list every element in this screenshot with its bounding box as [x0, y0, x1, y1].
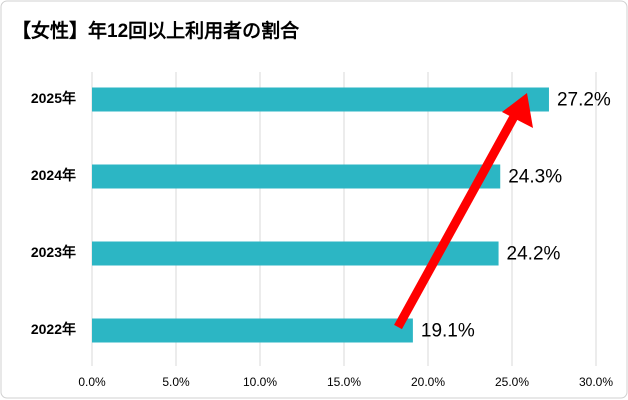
y-tick-label: 2024年: [31, 167, 76, 183]
value-label: 27.2%: [557, 90, 611, 111]
x-tick-label: 5.0%: [162, 375, 190, 389]
trend-arrow: [394, 93, 533, 330]
x-tick-label: 30.0%: [579, 375, 613, 389]
arrow-head: [502, 93, 533, 128]
value-label: 24.3%: [508, 167, 562, 188]
x-tick-label: 25.0%: [495, 375, 529, 389]
y-tick-label: 2023年: [31, 244, 76, 260]
chart-title: 【女性】年12回以上利用者の割合: [12, 19, 300, 42]
y-tick-label: 2022年: [31, 321, 76, 337]
y-tick-label: 2025年: [31, 90, 76, 106]
x-tick-label: 10.0%: [243, 375, 277, 389]
bar: [92, 164, 501, 189]
value-label: 19.1%: [421, 321, 475, 342]
x-tick-label: 20.0%: [411, 375, 445, 389]
bar: [92, 318, 413, 343]
x-tick-label: 15.0%: [327, 375, 361, 389]
value-label: 24.2%: [507, 244, 561, 265]
bar: [92, 87, 549, 112]
x-tick-label: 0.0%: [78, 375, 106, 389]
arrow-shaft: [394, 110, 520, 330]
